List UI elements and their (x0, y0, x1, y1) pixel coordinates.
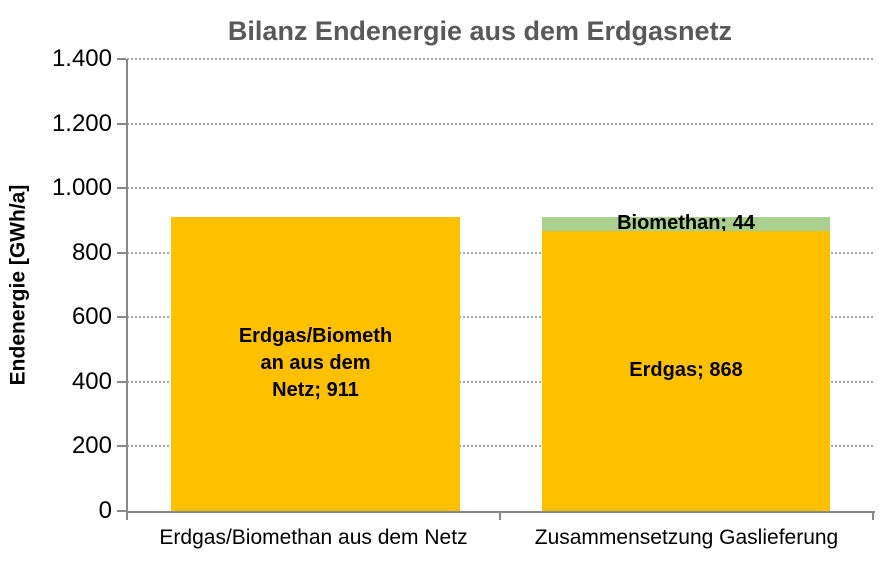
y-tick-label: 0 (98, 497, 112, 524)
bar-segment-biomethan: Biomethan; 44 (542, 212, 830, 234)
gridline (127, 445, 873, 448)
bar-label-line: Netz; 911 (272, 379, 359, 402)
bar-label-line: an aus dem (260, 352, 371, 375)
gridline (127, 58, 873, 60)
y-tick-label: 600 (71, 303, 112, 331)
y-tick-label: 1.000 (51, 174, 112, 202)
x-axis-tick (126, 511, 128, 520)
gridline (127, 316, 873, 319)
bar-label-line: Erdgas/Biometh (238, 325, 393, 348)
y-axis-tick-labels: 0 200 400 600 800 1.000 1.200 1.400 (0, 46, 112, 524)
bar-segment-label: Erdgas; 868 (629, 359, 743, 382)
bar-segment-label: Erdgas/Biometh an aus dem Netz; 911 (239, 323, 392, 404)
y-tick-label: 1.400 (51, 45, 112, 72)
bar-segment-erdgas-biomethan-netz: Erdgas/Biometh an aus dem Netz; 911 (171, 216, 460, 511)
y-axis-line (126, 59, 128, 519)
y-tick-label: 1.200 (51, 109, 112, 137)
bar-zusammensetzung-gaslieferung: Biomethan; 44 Erdgas; 868 (542, 212, 830, 511)
x-axis-tick (872, 511, 874, 520)
y-tick-mark (117, 316, 126, 319)
y-axis-tick-marks (117, 58, 126, 512)
y-tick-mark (117, 58, 126, 60)
bar-segment-label: Biomethan; 44 (617, 212, 755, 235)
chart-title: Bilanz Endenergie aus dem Erdgasnetz (227, 16, 733, 46)
y-tick-mark (117, 380, 126, 383)
bar-segment-erdgas: Erdgas; 868 (542, 230, 830, 511)
y-tick-label: 400 (71, 367, 112, 395)
y-tick-mark (117, 187, 126, 190)
gridline (127, 380, 873, 383)
gridline (127, 122, 873, 125)
x-category-labels: Erdgas/Biomethan aus dem Netz Zusammense… (127, 526, 873, 556)
y-tick-label: 800 (71, 238, 112, 266)
y-tick-mark (117, 445, 126, 448)
gridline (127, 187, 873, 190)
plot-area: Erdgas/Biometh an aus dem Netz; 911 Biom… (127, 58, 873, 511)
y-tick-mark (117, 510, 126, 512)
x-category-label-zusammensetzung: Zusammensetzung Gaslieferung (534, 526, 839, 549)
x-category-label-erdgas-biomethan: Erdgas/Biomethan aus dem Netz (159, 526, 468, 549)
x-axis-tick (499, 511, 501, 520)
y-tick-label: 200 (71, 432, 112, 460)
gridline (127, 251, 873, 254)
y-tick-mark (117, 251, 126, 254)
y-tick-mark (117, 122, 126, 125)
bar-erdgas-biomethan-aus-dem-netz: Erdgas/Biometh an aus dem Netz; 911 (171, 216, 460, 511)
